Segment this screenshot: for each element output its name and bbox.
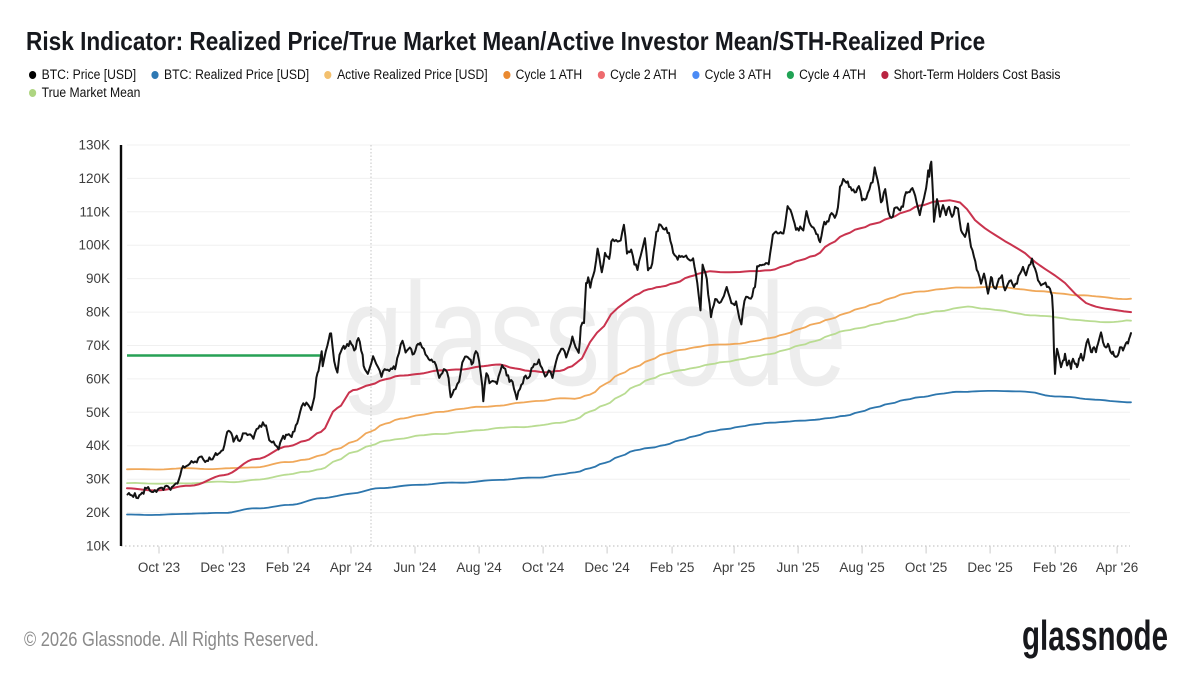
svg-text:100K: 100K xyxy=(78,238,110,253)
svg-text:Dec '24: Dec '24 xyxy=(584,560,630,575)
svg-text:Oct '23: Oct '23 xyxy=(138,560,180,575)
svg-text:glassnode: glassnode xyxy=(342,253,847,416)
svg-text:40K: 40K xyxy=(86,438,110,453)
svg-text:Apr '26: Apr '26 xyxy=(1096,560,1138,575)
svg-text:Oct '25: Oct '25 xyxy=(905,560,947,575)
svg-text:Feb '24: Feb '24 xyxy=(266,560,311,575)
svg-text:10K: 10K xyxy=(86,539,110,554)
svg-text:Feb '25: Feb '25 xyxy=(650,560,695,575)
svg-text:Feb '26: Feb '26 xyxy=(1033,560,1078,575)
svg-text:50K: 50K xyxy=(86,405,110,420)
svg-text:Apr '25: Apr '25 xyxy=(713,560,755,575)
svg-text:Jun '25: Jun '25 xyxy=(777,560,820,575)
svg-text:90K: 90K xyxy=(86,271,110,286)
svg-text:Oct '24: Oct '24 xyxy=(522,560,565,575)
svg-text:glassnode: glassnode xyxy=(1022,612,1168,659)
svg-text:110K: 110K xyxy=(79,204,110,219)
svg-text:Apr '24: Apr '24 xyxy=(330,560,373,575)
svg-text:Aug '25: Aug '25 xyxy=(839,560,884,575)
svg-text:20K: 20K xyxy=(86,505,110,520)
svg-text:Dec '23: Dec '23 xyxy=(200,560,245,575)
svg-text:120K: 120K xyxy=(78,171,110,186)
svg-text:70K: 70K xyxy=(86,338,110,353)
svg-text:80K: 80K xyxy=(86,305,110,320)
svg-text:130K: 130K xyxy=(78,138,110,153)
svg-text:30K: 30K xyxy=(86,472,110,487)
svg-text:60K: 60K xyxy=(86,371,110,386)
svg-text:Dec '25: Dec '25 xyxy=(967,560,1012,575)
svg-text:Jun '24: Jun '24 xyxy=(393,560,437,575)
svg-text:Aug '24: Aug '24 xyxy=(456,560,502,575)
